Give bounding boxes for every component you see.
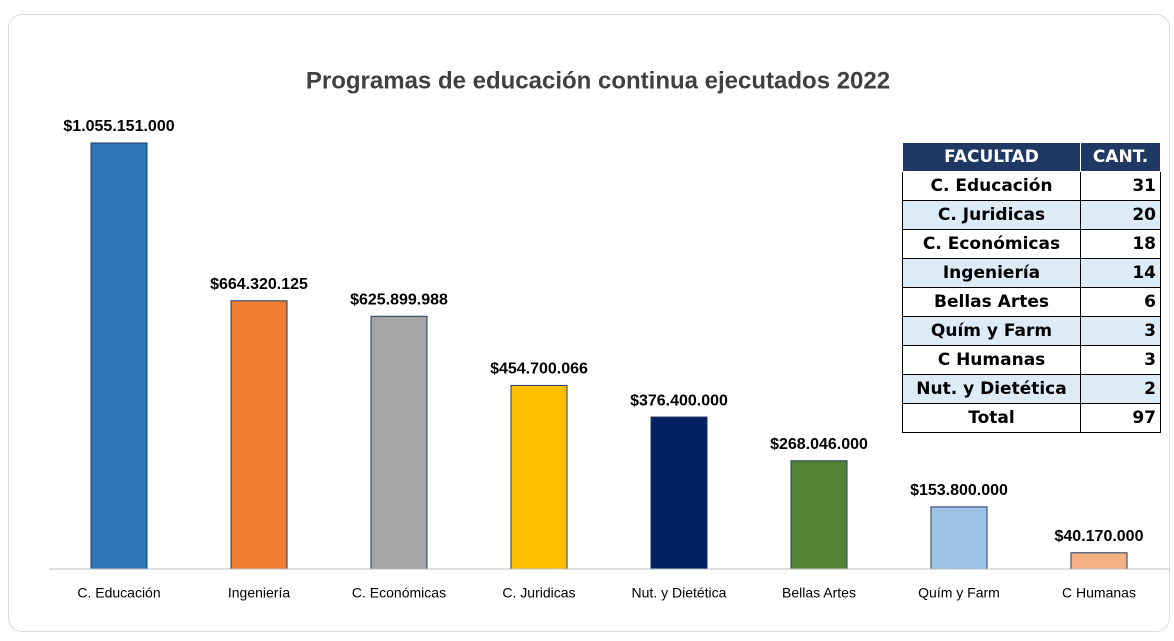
table-cell: Total <box>902 403 1081 433</box>
table-header-cell: FACULTAD <box>902 142 1081 172</box>
table-row: C. Educación 31 <box>902 171 1161 201</box>
table-cell: 97 <box>1080 403 1161 433</box>
value-label: $454.700.066 <box>490 361 588 378</box>
chart-card <box>8 14 1170 632</box>
x-tick-label: C. Económicas <box>352 585 446 601</box>
table-cell: Bellas Artes <box>902 287 1081 317</box>
x-tick-label: C Humanas <box>1062 585 1136 601</box>
bar <box>930 506 988 570</box>
x-tick-label: C. Juridicas <box>502 585 575 601</box>
x-tick-label: Nut. y Dietética <box>632 585 727 601</box>
bar <box>230 300 288 570</box>
x-tick-label: Quím y Farm <box>918 585 1000 601</box>
value-label: $664.320.125 <box>210 276 308 293</box>
bar <box>1070 552 1128 570</box>
value-label: $376.400.000 <box>630 392 728 409</box>
table-cell: C. Juridicas <box>902 200 1081 230</box>
table-cell: C Humanas <box>902 345 1081 375</box>
x-tick-label: Ingeniería <box>228 585 290 601</box>
table-header-cell: CANT. <box>1080 142 1161 172</box>
table-cell: 31 <box>1080 171 1161 201</box>
bar <box>790 460 848 570</box>
table-row: C. Económicas 18 <box>902 229 1161 259</box>
table-row: C Humanas 3 <box>902 345 1161 375</box>
table-cell: Nut. y Dietética <box>902 374 1081 404</box>
value-label: $268.046.000 <box>770 436 868 453</box>
x-tick-label: Bellas Artes <box>782 585 856 601</box>
table-cell: C. Educación <box>902 171 1081 201</box>
table-cell: 20 <box>1080 200 1161 230</box>
value-label: $1.055.151.000 <box>63 118 174 135</box>
table-row: Bellas Artes 6 <box>902 287 1161 317</box>
bar <box>370 315 428 570</box>
table-row: Quím y Farm 3 <box>902 316 1161 346</box>
table-cell: 14 <box>1080 258 1161 288</box>
table-cell: C. Económicas <box>902 229 1081 259</box>
value-label: $153.800.000 <box>910 482 1008 499</box>
value-label: $625.899.988 <box>350 292 448 309</box>
table-cell: 6 <box>1080 287 1161 317</box>
table-row: Total 97 <box>902 403 1161 433</box>
bar <box>650 416 708 570</box>
table-cell: 3 <box>1080 316 1161 346</box>
table-cell: 2 <box>1080 374 1161 404</box>
bar <box>90 142 148 570</box>
table-row: Nut. y Dietética 2 <box>902 374 1161 404</box>
bar <box>510 384 568 570</box>
table-cell: Quím y Farm <box>902 316 1081 346</box>
table-row: Ingeniería 14 <box>902 258 1161 288</box>
chart-title: Programas de educación continua ejecutad… <box>306 67 890 94</box>
table-cell: Ingeniería <box>902 258 1081 288</box>
table-cell: 3 <box>1080 345 1161 375</box>
x-tick-label: C. Educación <box>77 585 160 601</box>
table-cell: 18 <box>1080 229 1161 259</box>
summary-table: FACULTAD CANT. C. Educación 31 C. Juridicas 2… <box>902 142 1161 433</box>
table-row: C. Juridicas 20 <box>902 200 1161 230</box>
value-label: $40.170.000 <box>1055 528 1144 545</box>
table-header-row: FACULTAD CANT. <box>902 142 1161 172</box>
